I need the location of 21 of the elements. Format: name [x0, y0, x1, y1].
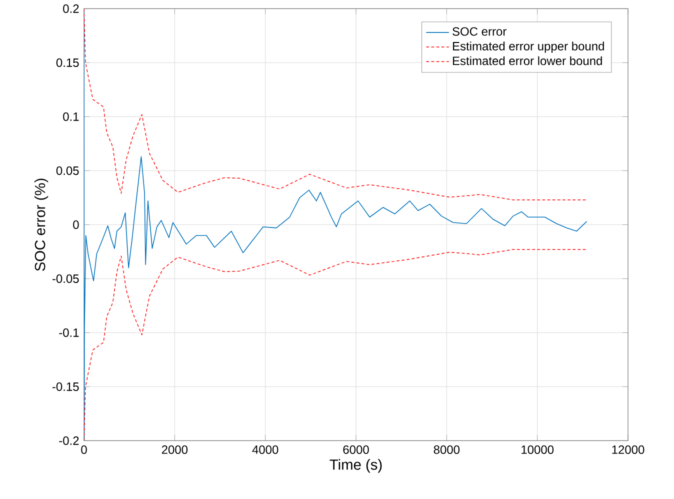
x-tick-label: 10000	[522, 446, 554, 454]
x-tick-label: 8000	[434, 446, 460, 454]
y-axis-title: SOC error (%)	[34, 178, 48, 272]
x-tick-label: 12000	[612, 446, 644, 454]
legend-label: Estimated error upper bound	[452, 42, 604, 53]
x-tick-label: 6000	[343, 446, 369, 454]
x-tick-label: 0	[81, 446, 87, 454]
y-tick-label: -0.15	[52, 382, 79, 392]
x-tick-label: 4000	[252, 446, 278, 454]
y-tick-label: 0.05	[56, 166, 79, 176]
x-tick-label: 2000	[162, 446, 188, 454]
y-tick-label: 0.15	[56, 58, 79, 68]
y-tick-label: 0.2	[63, 4, 79, 14]
y-tick-label: -0.2	[59, 436, 79, 446]
y-tick-label: 0.1	[63, 112, 79, 122]
legend-label: Estimated error lower bound	[452, 56, 602, 66]
legend-label: SOC error	[452, 27, 506, 36]
y-tick-label: -0.1	[59, 328, 79, 338]
y-tick-label: 0	[73, 220, 79, 230]
y-tick-label: -0.05	[52, 274, 79, 284]
x-axis-title: Time (s)	[330, 459, 382, 473]
